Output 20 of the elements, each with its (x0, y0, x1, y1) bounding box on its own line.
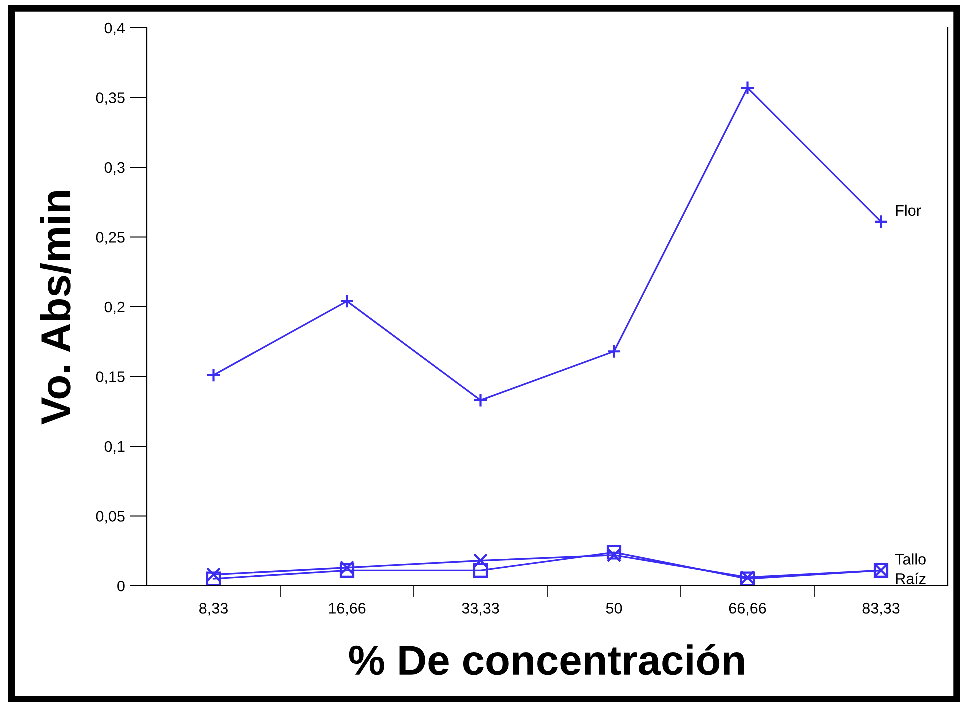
y-tick-label: 0,15 (96, 372, 125, 384)
y-tick-label: 0,05 (96, 511, 125, 524)
y-tick-label: 0,4 (104, 22, 126, 36)
series-label: Flor (896, 204, 922, 216)
y-tick-label: 0,1 (104, 441, 125, 454)
series-label: Tallo (895, 554, 926, 565)
x-tick-label: 16,66 (329, 603, 366, 616)
x-tick-label: 83,33 (862, 603, 900, 616)
y-tick-label: 0,3 (104, 162, 125, 175)
x-axis-title: % De concentración (349, 644, 744, 676)
x-tick-label: 8,33 (200, 603, 228, 616)
y-tick-label: 0,2 (104, 302, 125, 314)
y-tick-label: 0,25 (96, 232, 125, 245)
x-tick-label: 33,33 (462, 603, 500, 616)
x-tick-label: 66,66 (729, 603, 766, 616)
x-tick-label: 50 (606, 603, 622, 614)
y-tick-label: 0 (118, 580, 125, 592)
y-axis-title: Vo. Abs/min (40, 192, 72, 425)
y-tick-label: 0,35 (96, 92, 125, 106)
series-label: Raíz (896, 572, 926, 584)
